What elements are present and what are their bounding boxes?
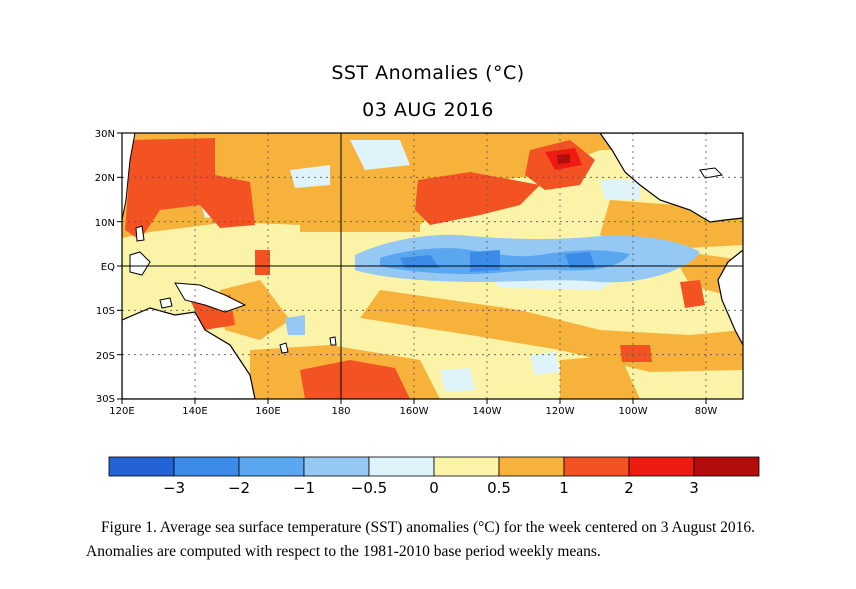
lon-label: 160W [400, 406, 429, 417]
colorbar-swatch [238, 456, 305, 477]
colorbar-swatch [563, 456, 630, 477]
lat-label: EQ [101, 262, 115, 273]
lat-label: 20S [96, 351, 115, 362]
colorbar-swatch [693, 456, 760, 477]
lat-label: 30S [96, 394, 115, 405]
lat-label: 30N [95, 129, 115, 140]
colorbar-legend: −3 −2 −1 −0.5 0 0.5 1 2 3 [108, 456, 760, 497]
colorbar-tick-label: 0.5 [487, 479, 511, 497]
near-zero-patch [350, 140, 410, 170]
lat-label: 10N [95, 218, 115, 229]
colorbar-swatch [628, 456, 695, 477]
colorbar-tick-label: −0.5 [351, 479, 387, 497]
colorbar-tick-label: 1 [559, 479, 569, 497]
figure-caption: Figure 1. Average sea surface temperatur… [100, 519, 756, 536]
figure-caption-note: Anomalies are computed with respect to t… [86, 543, 601, 560]
lat-label: 20N [95, 173, 115, 184]
colorbar-swatch [433, 456, 500, 477]
colorbar-tick-label: 3 [689, 479, 699, 497]
colorbar-swatch [368, 456, 435, 477]
lat-label: 10S [96, 306, 115, 317]
ne-pacific-warm-patch [415, 172, 540, 225]
colorbar-tick-label: −2 [228, 479, 250, 497]
lon-label: 140E [182, 406, 207, 417]
colorbar-swatch [303, 456, 370, 477]
lon-label: 120W [546, 406, 575, 417]
central-america-land [599, 133, 743, 223]
lon-label: 140W [473, 406, 502, 417]
lon-label: 160E [255, 406, 280, 417]
south-central-warm-patch [300, 360, 410, 399]
colorbar-tick-label: 0 [429, 479, 439, 497]
map-date: 03 AUG 2016 [362, 99, 494, 121]
lon-label: 180 [331, 406, 350, 417]
nw-pacific-warm-patch [125, 138, 255, 240]
map-title: SST Anomalies (°C) [331, 62, 525, 84]
lon-label: 80W [695, 406, 718, 417]
colorbar-swatch [173, 456, 240, 477]
colorbar-swatch [108, 456, 175, 477]
colorbar-tick-label: −1 [293, 479, 315, 497]
lon-label: 100W [619, 406, 648, 417]
colorbar-tick-label: −3 [163, 479, 185, 497]
south-america-land [717, 249, 743, 346]
lon-label: 120E [109, 406, 134, 417]
colorbar-tick-label: 2 [624, 479, 634, 497]
colorbar-swatch [498, 456, 565, 477]
